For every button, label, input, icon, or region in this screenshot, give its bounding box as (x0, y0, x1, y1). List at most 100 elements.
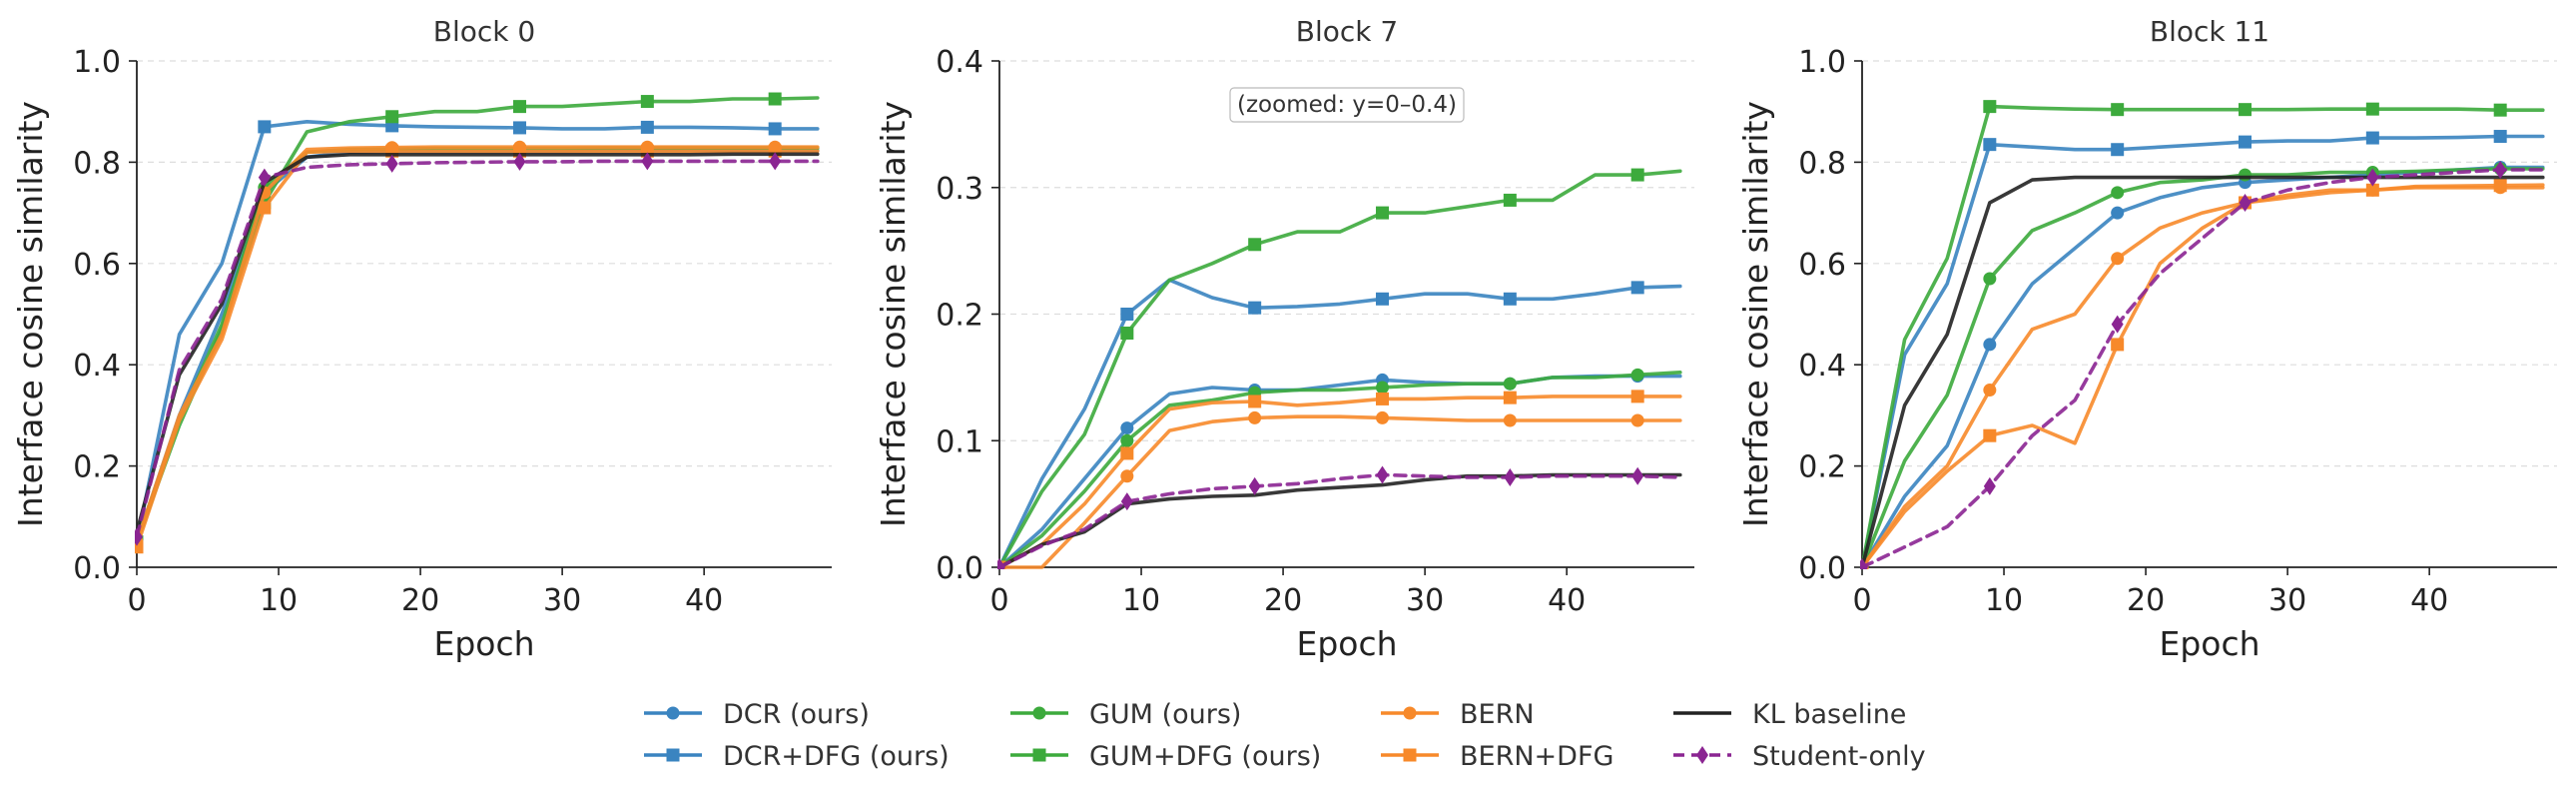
data-point-student-only (997, 558, 1005, 569)
series-line-student-only (135, 159, 820, 539)
data-point-student-only (1631, 466, 1644, 485)
legend-label: DCR (ours) (723, 699, 870, 730)
data-point-gum-ours (1630, 368, 1644, 382)
data-point-gum-dfg-ours (2239, 103, 2253, 117)
x-tick-label: 0 (1852, 583, 1871, 618)
data-point-bern (1376, 410, 1390, 424)
data-point-gum-ours (1376, 381, 1390, 395)
y-tick-label: 0.6 (73, 248, 121, 283)
data-point-gum-ours (1983, 272, 1997, 286)
data-point-student-only (135, 527, 143, 546)
data-point-bern-dfg (2111, 338, 2125, 352)
data-point-gum-dfg-ours (1248, 238, 1262, 252)
data-point-student-only (2111, 315, 2124, 334)
series-line-student-only (1860, 168, 2545, 569)
data-point-student-only (2494, 161, 2507, 180)
data-point-dcr-dfg-ours (258, 120, 272, 134)
x-tick-label: 40 (1548, 583, 1586, 618)
data-point-gum-ours (1120, 433, 1134, 447)
series-line-dcr-dfg-ours (1860, 134, 2545, 569)
data-point-bern-dfg (135, 540, 144, 554)
data-point-dcr-ours (1120, 421, 1134, 435)
data-point-gum-dfg-ours (1630, 168, 1644, 182)
y-tick-label: 0.1 (936, 424, 983, 459)
series-line-kl-baseline (135, 152, 820, 534)
data-point-gum-dfg-ours (1120, 327, 1134, 341)
legend: DCR (ours) DCR+DFG (ours) GUM (ours) GUM+DF… (644, 699, 1926, 772)
series-line-bern-dfg (997, 395, 1682, 569)
data-point-bern-dfg (1120, 446, 1134, 460)
legend-label: GUM+DFG (ours) (1089, 741, 1321, 772)
legend-marker (666, 748, 680, 762)
data-point-dcr-dfg-ours (2493, 130, 2507, 144)
y-tick-label: 0.4 (936, 45, 983, 80)
y-tick-label: 0.0 (73, 551, 121, 586)
y-tick-label: 0.2 (73, 450, 121, 485)
data-point-dcr-dfg-ours (640, 120, 654, 134)
chart-panels: 0.0 0.2 0.4 0.6 0.8 1.0 0 10 20 30 40 Block 0 Epoch I… (11, 15, 2557, 663)
data-point-bern-dfg (1983, 428, 1997, 442)
y-tick-label: 0.8 (1798, 146, 1846, 181)
data-point-bern (1983, 384, 1997, 398)
data-point-student-only (513, 152, 526, 171)
series-line-dcr-dfg-ours (135, 120, 820, 544)
legend-item-dcr-dfg-ours: DCR+DFG (ours) (644, 741, 950, 772)
y-tick-label: 0.0 (936, 551, 983, 586)
legend-label: BERN (1460, 699, 1535, 730)
data-point-bern (1248, 410, 1262, 424)
data-point-gum-dfg-ours (1503, 193, 1517, 207)
data-point-gum-dfg-ours (640, 95, 654, 109)
legend-marker (1032, 748, 1046, 762)
y-tick-label: 0.0 (1798, 551, 1846, 586)
legend-item-bern-dfg: BERN+DFG (1381, 741, 1613, 772)
data-point-dcr-dfg-ours (1503, 292, 1517, 306)
data-point-student-only (1983, 476, 1996, 495)
data-point-dcr-dfg-ours (513, 121, 527, 135)
legend-item-gum-dfg-ours: GUM+DFG (ours) (1010, 741, 1321, 772)
legend-label: Student-only (1752, 741, 1926, 772)
data-point-bern (1120, 469, 1134, 483)
y-tick-label: 0.3 (936, 172, 983, 207)
y-tick-label: 0.6 (1798, 248, 1846, 283)
data-point-bern (2111, 252, 2125, 266)
data-point-student-only (769, 152, 782, 171)
data-point-dcr-ours (1983, 338, 1997, 352)
data-point-bern-dfg (1503, 391, 1517, 404)
chart-title: Block 0 (433, 15, 535, 48)
data-point-bern-dfg (2365, 183, 2379, 197)
data-point-gum-dfg-ours (1983, 100, 1997, 114)
y-tick-label: 1.0 (73, 45, 121, 80)
series-line-gum-dfg-ours (997, 169, 1682, 569)
data-point-student-only (258, 168, 271, 187)
legend-item-gum-ours: GUM (ours) (1010, 699, 1241, 730)
legend-marker (1696, 746, 1708, 764)
data-point-student-only (641, 152, 654, 171)
x-tick-label: 20 (1264, 583, 1302, 618)
y-axis-label: Interface cosine similarity (1736, 101, 1775, 527)
chart-title: Block 7 (1296, 15, 1398, 48)
series-line-student-only (997, 472, 1682, 569)
x-tick-label: 40 (685, 583, 723, 618)
data-point-gum-dfg-ours (513, 100, 527, 114)
chart-panel-2: 0.0 0.2 0.4 0.6 0.8 1.0 0 10 20 30 40 Block 11 Epoch… (1736, 15, 2557, 663)
data-point-student-only (1376, 465, 1389, 484)
data-point-dcr-dfg-ours (1376, 292, 1390, 306)
data-point-dcr-dfg-ours (1983, 138, 1997, 152)
series-group (1860, 100, 2545, 569)
data-point-gum-dfg-ours (2111, 103, 2125, 117)
legend-label: KL baseline (1752, 699, 1906, 730)
data-point-gum-dfg-ours (768, 92, 782, 106)
legend-marker (1032, 706, 1046, 720)
legend-item-kl-baseline: KL baseline (1673, 699, 1906, 730)
legend-item-dcr-ours: DCR (ours) (644, 699, 870, 730)
y-tick-label: 0.8 (73, 146, 121, 181)
y-axis-label: Interface cosine similarity (874, 101, 913, 527)
data-point-student-only (2366, 168, 2379, 187)
legend-label: GUM (ours) (1089, 699, 1241, 730)
data-point-gum-dfg-ours (1376, 206, 1390, 220)
series-line-gum-dfg-ours (135, 96, 820, 544)
legend-marker (666, 706, 680, 720)
legend-item-student-only: Student-only (1673, 741, 1926, 772)
data-point-gum-dfg-ours (385, 110, 399, 124)
data-point-dcr-dfg-ours (1630, 281, 1644, 295)
